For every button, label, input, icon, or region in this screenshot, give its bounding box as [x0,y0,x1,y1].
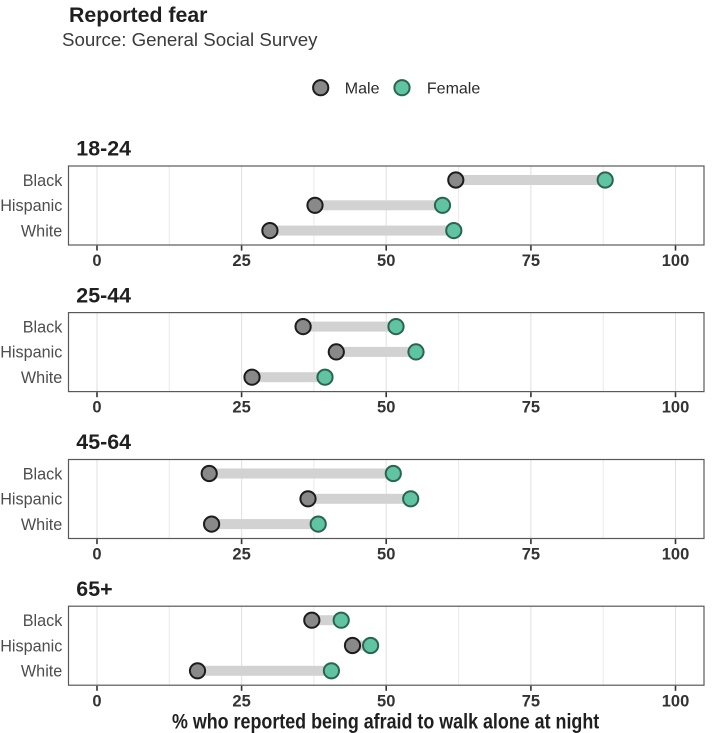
svg-text:White: White [21,516,62,534]
svg-text:75: 75 [522,692,540,710]
svg-text:50: 50 [377,252,395,270]
svg-text:0: 0 [92,399,101,417]
svg-text:Female: Female [427,81,480,98]
svg-text:White: White [21,663,62,681]
svg-text:Black: Black [23,465,63,483]
svg-text:75: 75 [522,399,540,417]
svg-text:25-44: 25-44 [76,283,131,307]
svg-text:25: 25 [232,692,250,710]
svg-text:100: 100 [662,546,690,564]
svg-text:65+: 65+ [76,577,112,601]
svg-text:Black: Black [23,612,63,630]
svg-text:25: 25 [232,546,250,564]
svg-text:0: 0 [92,252,101,270]
svg-text:Hispanic: Hispanic [0,344,62,362]
svg-text:75: 75 [522,546,540,564]
svg-text:Hispanic: Hispanic [0,637,62,655]
svg-text:25: 25 [232,399,250,417]
svg-text:White: White [21,222,62,240]
svg-text:18-24: 18-24 [76,137,131,161]
svg-text:Black: Black [23,318,63,336]
svg-text:Reported fear: Reported fear [69,3,207,27]
svg-text:50: 50 [377,399,395,417]
svg-text:75: 75 [522,252,540,270]
svg-text:Source: General Social Survey: Source: General Social Survey [62,29,318,50]
svg-text:0: 0 [92,692,101,710]
svg-text:Hispanic: Hispanic [0,197,62,215]
svg-text:50: 50 [377,692,395,710]
svg-text:45-64: 45-64 [76,430,131,454]
svg-text:% who reported being afraid to: % who reported being afraid to walk alon… [172,710,600,733]
svg-text:Male: Male [345,81,380,98]
svg-text:0: 0 [92,546,101,564]
svg-text:Hispanic: Hispanic [0,491,62,509]
svg-text:Black: Black [23,172,63,190]
svg-text:100: 100 [662,252,690,270]
svg-text:25: 25 [232,252,250,270]
svg-text:50: 50 [377,546,395,564]
svg-text:100: 100 [662,399,690,417]
svg-text:White: White [21,369,62,387]
svg-text:100: 100 [662,692,690,710]
